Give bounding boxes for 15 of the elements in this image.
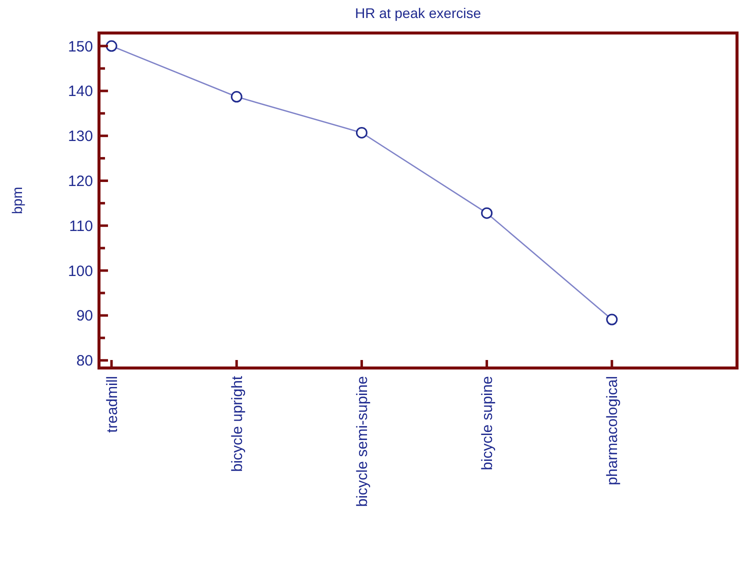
y-tick-label: 150	[68, 38, 93, 56]
y-tick-label: 110	[69, 218, 93, 235]
y-tick-label: 130	[68, 128, 93, 146]
y-tick-label: 120	[68, 172, 93, 190]
x-tick-label: bicycle supine	[479, 376, 496, 470]
chart-title: HR at peak exercise	[354, 5, 482, 21]
y-tick-label: 90	[76, 308, 93, 325]
x-tick-label: treadmill	[104, 376, 121, 433]
x-tick-label: bicycle semi-supine	[354, 376, 371, 507]
y-axis-title: bpm	[9, 186, 25, 214]
x-tick-label: bicycle upright	[228, 375, 246, 472]
y-tick-label: 100	[68, 262, 93, 280]
y-tick-label: 140	[68, 83, 93, 100]
x-tick-label: pharmacological	[604, 376, 622, 486]
y-tick-label: 80	[76, 352, 93, 370]
